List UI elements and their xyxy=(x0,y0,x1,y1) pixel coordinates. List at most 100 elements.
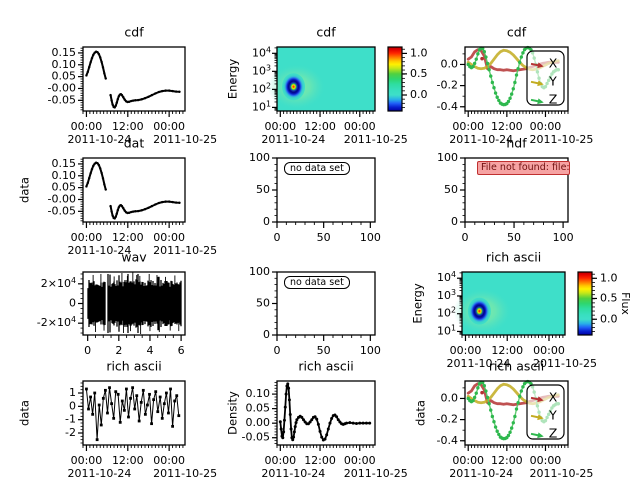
date-label: 2011-10-24 xyxy=(261,467,325,480)
date-label: 2011-10-24 xyxy=(449,133,513,146)
y-tick-label: 50 xyxy=(256,183,270,196)
x-tick-label: 00:00 xyxy=(71,120,103,133)
file-not-found-annotation: File not found: file:///w xyxy=(477,161,570,175)
y-axis-label: Energy xyxy=(226,59,240,99)
x-tick-label: 12:00 xyxy=(112,120,144,133)
y-tick-label: -0.00 xyxy=(48,192,76,205)
y-tick-label: -0.00 xyxy=(48,81,76,94)
x-tick-label: 6 xyxy=(178,344,185,357)
date-label: 2011-10-24 xyxy=(67,244,131,257)
y-axis-label: data xyxy=(18,177,32,203)
y-axis-label: Energy xyxy=(411,283,425,323)
x-tick-label: 50 xyxy=(317,231,331,244)
legend-entry-label: Y xyxy=(548,74,557,89)
y-tick-label: -1 xyxy=(65,413,76,426)
x-tick-label: 00:00 xyxy=(71,231,103,244)
y-tick-label: -0.2 xyxy=(437,413,458,426)
y-tick-label: 0 xyxy=(263,215,270,228)
y-axis-label: data xyxy=(18,400,32,426)
x-tick-label: 12:00 xyxy=(304,454,336,467)
y-tick-label: 104 xyxy=(437,270,456,285)
date-label: 2011-10-25 xyxy=(344,133,408,146)
x-tick-label: 00:00 xyxy=(344,454,376,467)
x-tick-label: 4 xyxy=(146,344,153,357)
x-tick-label: 00:00 xyxy=(344,120,376,133)
date-label: 2011-10-25 xyxy=(344,467,408,480)
panel-title: cdf xyxy=(316,25,336,40)
colorbar-tick-label: 0.5 xyxy=(410,67,428,80)
y-tick-label: 1 xyxy=(69,386,76,399)
y-tick-label: 0.05 xyxy=(246,402,271,415)
x-tick-label: 0 xyxy=(84,344,91,357)
y-tick-label: 50 xyxy=(444,183,458,196)
y-tick-label: 0 xyxy=(69,399,76,412)
x-tick-label: 00:00 xyxy=(153,120,185,133)
x-tick-label: 00:00 xyxy=(153,454,185,467)
date-label: 2011-10-25 xyxy=(153,133,217,146)
x-tick-label: 100 xyxy=(553,231,574,244)
waveform-trace xyxy=(87,272,182,335)
plot-frame xyxy=(276,380,376,446)
colorbar-tick-label: 1.0 xyxy=(410,46,428,59)
date-label: 2011-10-24 xyxy=(67,133,131,146)
y-tick-label: -0.05 xyxy=(48,204,76,217)
x-tick-label: 12:00 xyxy=(491,120,523,133)
x-tick-label: 12:00 xyxy=(491,454,523,467)
panel-title: rich ascii xyxy=(298,359,353,374)
y-tick-label: 0.05 xyxy=(52,181,77,194)
x-tick-label: 0 xyxy=(462,231,469,244)
x-tick-label: 00:00 xyxy=(452,120,484,133)
y-tick-label: 100 xyxy=(249,151,270,164)
panel-title: rich ascii xyxy=(489,359,544,374)
y-tick-label: -0.4 xyxy=(437,434,458,447)
panel-title: rich ascii xyxy=(106,359,161,374)
y-tick-label: 50 xyxy=(256,297,270,310)
legend-entry-label: Y xyxy=(548,408,557,423)
date-label: 2011-10-24 xyxy=(447,357,511,370)
y-tick-label: -0.4 xyxy=(437,100,458,113)
panel-title: cdf xyxy=(507,25,527,40)
y-tick-label: 0.10 xyxy=(246,387,271,400)
date-label: 2011-10-24 xyxy=(261,133,325,146)
date-label: 2011-10-25 xyxy=(153,244,217,257)
y-tick-label: 101 xyxy=(252,99,271,114)
y-tick-label: -0.05 xyxy=(242,431,270,444)
y-tick-label: 0 xyxy=(263,328,270,341)
y-axis-label: data xyxy=(414,400,428,426)
y-tick-label: 0.0 xyxy=(441,391,459,404)
panel-title: hdf xyxy=(506,136,527,151)
colorbar-tick-label: 1.0 xyxy=(600,271,618,284)
x-tick-label: 100 xyxy=(360,231,381,244)
x-tick-label: 12:00 xyxy=(112,454,144,467)
y-tick-label: 103 xyxy=(252,63,271,78)
legend-entry-label: Z xyxy=(549,92,558,107)
y-tick-label: 101 xyxy=(437,323,456,338)
y-tick-label: 0.15 xyxy=(52,46,77,59)
legend-entry-label: Z xyxy=(549,426,558,441)
colorbar-tick-label: 0.0 xyxy=(600,312,618,325)
x-tick-label: 00:00 xyxy=(530,120,562,133)
x-tick-label: 00:00 xyxy=(450,344,482,357)
y-tick-label: 2×104 xyxy=(41,275,76,290)
y-tick-label: 0.0 xyxy=(441,57,459,70)
x-tick-label: 00:00 xyxy=(533,344,565,357)
panel-title: rich ascii xyxy=(486,250,541,265)
y-axis-label: Density xyxy=(226,391,240,435)
y-tick-label: 103 xyxy=(437,287,456,302)
legend-entry-label: X xyxy=(549,390,558,405)
x-tick-label: 12:00 xyxy=(304,120,336,133)
x-tick-label: 2 xyxy=(115,344,122,357)
x-tick-label: 12:00 xyxy=(112,231,144,244)
